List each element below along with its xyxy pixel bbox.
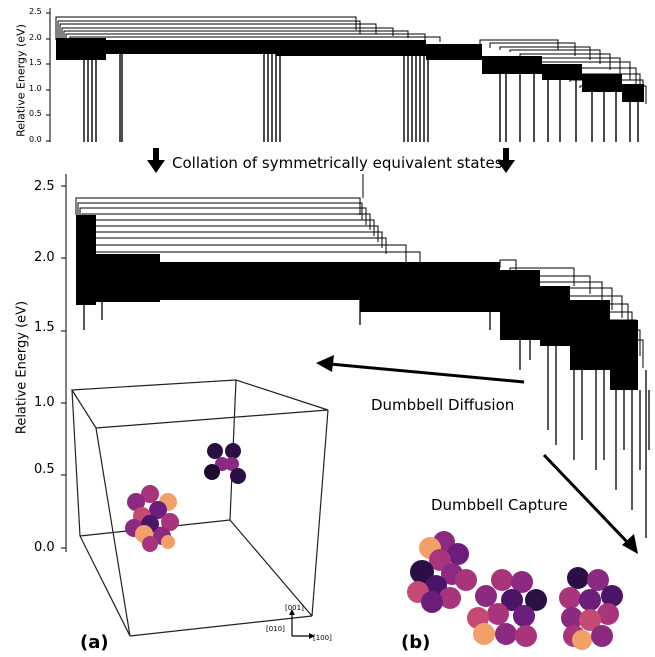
dumbbell-capture-label: Dumbbell Capture [431, 496, 568, 514]
dumbbell-molecule-graphic [204, 443, 246, 484]
axes-triad-graphic [289, 609, 315, 639]
main-tick-3: 1.5 [34, 320, 55, 335]
axis-label-010: [010] [266, 625, 285, 633]
defect-cluster-graphic [125, 485, 179, 552]
captured-cluster-1-graphic [407, 531, 477, 613]
axis-label-001: [001] [285, 604, 304, 612]
top-tick-1: 0.5 [29, 109, 42, 118]
top-tick-3: 1.5 [29, 58, 42, 67]
main-tick-2: 1.0 [34, 395, 55, 410]
main-tick-4: 2.0 [34, 250, 55, 265]
dumbbell-diffusion-label: Dumbbell Diffusion [371, 396, 515, 414]
captured-cluster-3-graphic [559, 567, 623, 650]
top-tick-4: 2.0 [29, 33, 42, 42]
axis-label-100: [100] [313, 634, 332, 642]
main-tick-5: 2.5 [34, 179, 55, 194]
main-tick-0: 0.0 [34, 540, 55, 555]
simulation-cell-graphic [70, 379, 329, 637]
top-tree-graphic [46, 8, 647, 142]
main-tree-graphic [61, 174, 650, 552]
panel-b-label: (b) [401, 632, 431, 653]
down-arrow-icon-right [497, 148, 515, 173]
top-chart: Relative Energy (eV) 0.0 0.5 1.0 1.5 2.0… [0, 0, 655, 150]
collation-caption: Collation of symmetrically equivalent st… [172, 154, 503, 172]
top-tick-0: 0.0 [29, 135, 42, 144]
top-tick-5: 2.5 [29, 7, 42, 16]
panel-a-label: (a) [80, 632, 109, 653]
main-tick-1: 0.5 [34, 462, 55, 477]
captured-cluster-2-graphic [467, 569, 547, 647]
top-tick-2: 1.0 [29, 84, 42, 93]
down-arrow-icon-left [147, 148, 165, 173]
